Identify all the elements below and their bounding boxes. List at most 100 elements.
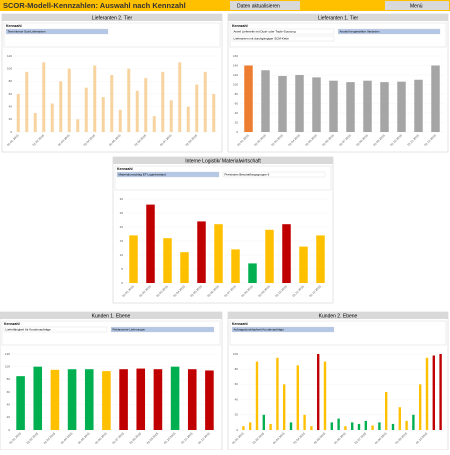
filter-title: Kennzahl bbox=[6, 24, 22, 28]
bar bbox=[214, 224, 223, 283]
y-tick-label: 120 bbox=[5, 352, 10, 356]
bar bbox=[303, 414, 306, 430]
panel-title-bar bbox=[2, 14, 222, 21]
filter-item[interactable] bbox=[337, 28, 441, 35]
bar bbox=[371, 425, 374, 430]
bar bbox=[385, 392, 388, 430]
y-tick-label: 20 bbox=[9, 117, 13, 121]
bar bbox=[323, 361, 327, 430]
filter-title: Kennzahl bbox=[232, 322, 248, 326]
bar bbox=[316, 235, 325, 283]
bar bbox=[431, 65, 440, 132]
y-tick-label: 120 bbox=[7, 54, 12, 58]
y-tick-label: 10 bbox=[120, 253, 124, 257]
y-tick-label: 40 bbox=[7, 402, 11, 406]
filter-item-label: Auftragsdurchlaufzeit Kundenaufträge bbox=[234, 327, 285, 331]
bar bbox=[419, 384, 422, 430]
panel-title-bar bbox=[228, 14, 448, 21]
filter-item[interactable] bbox=[110, 326, 215, 333]
y-tick-label: 20 bbox=[7, 415, 11, 419]
y-tick-label: 120 bbox=[233, 73, 238, 77]
bar bbox=[136, 368, 146, 430]
filter-item[interactable] bbox=[3, 326, 108, 333]
y-tick-label: 25 bbox=[120, 211, 124, 215]
bar bbox=[346, 82, 355, 132]
filter-item[interactable] bbox=[231, 28, 335, 35]
bar bbox=[432, 355, 435, 430]
bar bbox=[244, 65, 253, 132]
bar bbox=[255, 361, 259, 430]
y-tick-label: 160 bbox=[233, 54, 238, 58]
bar bbox=[67, 68, 71, 132]
filter-item[interactable] bbox=[231, 326, 335, 333]
filter-box bbox=[114, 165, 332, 191]
bar bbox=[178, 62, 182, 133]
y-tick-label: 100 bbox=[7, 66, 12, 70]
y-tick-label: 60 bbox=[235, 382, 239, 386]
panel-title: Kunden 1. Ebene bbox=[92, 313, 131, 319]
y-tick-label: 40 bbox=[9, 104, 13, 108]
y-tick-label: 20 bbox=[120, 225, 124, 229]
bar bbox=[84, 369, 94, 430]
bar bbox=[398, 407, 401, 430]
filter-item[interactable] bbox=[222, 171, 326, 178]
bar bbox=[289, 422, 293, 430]
bar bbox=[380, 82, 389, 132]
bar bbox=[351, 422, 354, 430]
y-tick-label: 0 bbox=[236, 428, 238, 432]
bar bbox=[276, 357, 279, 430]
filter-title: Kennzahl bbox=[117, 167, 133, 171]
bar bbox=[33, 113, 37, 132]
bar bbox=[299, 246, 308, 283]
bar bbox=[67, 369, 77, 430]
bar bbox=[212, 94, 216, 132]
filter-item[interactable] bbox=[231, 35, 335, 42]
y-tick-label: 0 bbox=[236, 130, 238, 134]
bar bbox=[187, 369, 197, 430]
filter-item-label: Materialumschlag ET-Lagerbestand bbox=[119, 172, 167, 176]
bar bbox=[180, 252, 189, 283]
panel-title-bar bbox=[0, 312, 222, 319]
y-tick-label: 40 bbox=[235, 111, 239, 115]
bar bbox=[344, 426, 347, 430]
filter-item-label: Termintreue Sub-Lieferanten bbox=[8, 29, 46, 33]
bar bbox=[329, 80, 338, 132]
filter-item-label: Anzahl hergestellter Varianten bbox=[340, 29, 380, 33]
y-tick-label: 60 bbox=[7, 390, 11, 394]
y-tick-label: 5 bbox=[121, 267, 123, 271]
bar bbox=[295, 75, 304, 132]
filter-item[interactable] bbox=[5, 28, 109, 35]
bar bbox=[310, 426, 313, 430]
menu-label: Menü bbox=[410, 3, 423, 9]
bar bbox=[152, 116, 156, 132]
filter-item-label: Anteil Lieferteile mit Dual- oder Triple… bbox=[234, 29, 296, 33]
bar bbox=[249, 422, 252, 430]
bar bbox=[102, 371, 111, 430]
bar bbox=[397, 81, 406, 132]
bar bbox=[197, 221, 206, 283]
filter-item-label: Lieferfähigkeit für Kundenaufträge bbox=[6, 327, 52, 331]
bar bbox=[163, 238, 172, 283]
panel-title-bar bbox=[228, 312, 448, 319]
bar bbox=[33, 366, 43, 430]
bar bbox=[59, 81, 63, 132]
filter-title: Kennzahl bbox=[4, 322, 20, 326]
refresh-button[interactable] bbox=[230, 1, 300, 10]
y-tick-label: 20 bbox=[235, 413, 239, 417]
bar bbox=[391, 423, 395, 430]
filter-item[interactable] bbox=[116, 171, 220, 178]
bar bbox=[42, 62, 46, 133]
bar bbox=[195, 84, 199, 132]
bar bbox=[405, 420, 408, 430]
bar bbox=[144, 78, 148, 132]
bar bbox=[203, 71, 207, 132]
bar bbox=[153, 369, 163, 430]
bar bbox=[262, 414, 265, 430]
bar bbox=[330, 422, 333, 430]
bar bbox=[25, 71, 29, 132]
bar bbox=[135, 90, 139, 132]
menu-button[interactable] bbox=[385, 1, 449, 10]
filter-title: Kennzahl bbox=[232, 24, 248, 28]
bar bbox=[278, 75, 287, 132]
y-tick-label: 30 bbox=[120, 197, 124, 201]
